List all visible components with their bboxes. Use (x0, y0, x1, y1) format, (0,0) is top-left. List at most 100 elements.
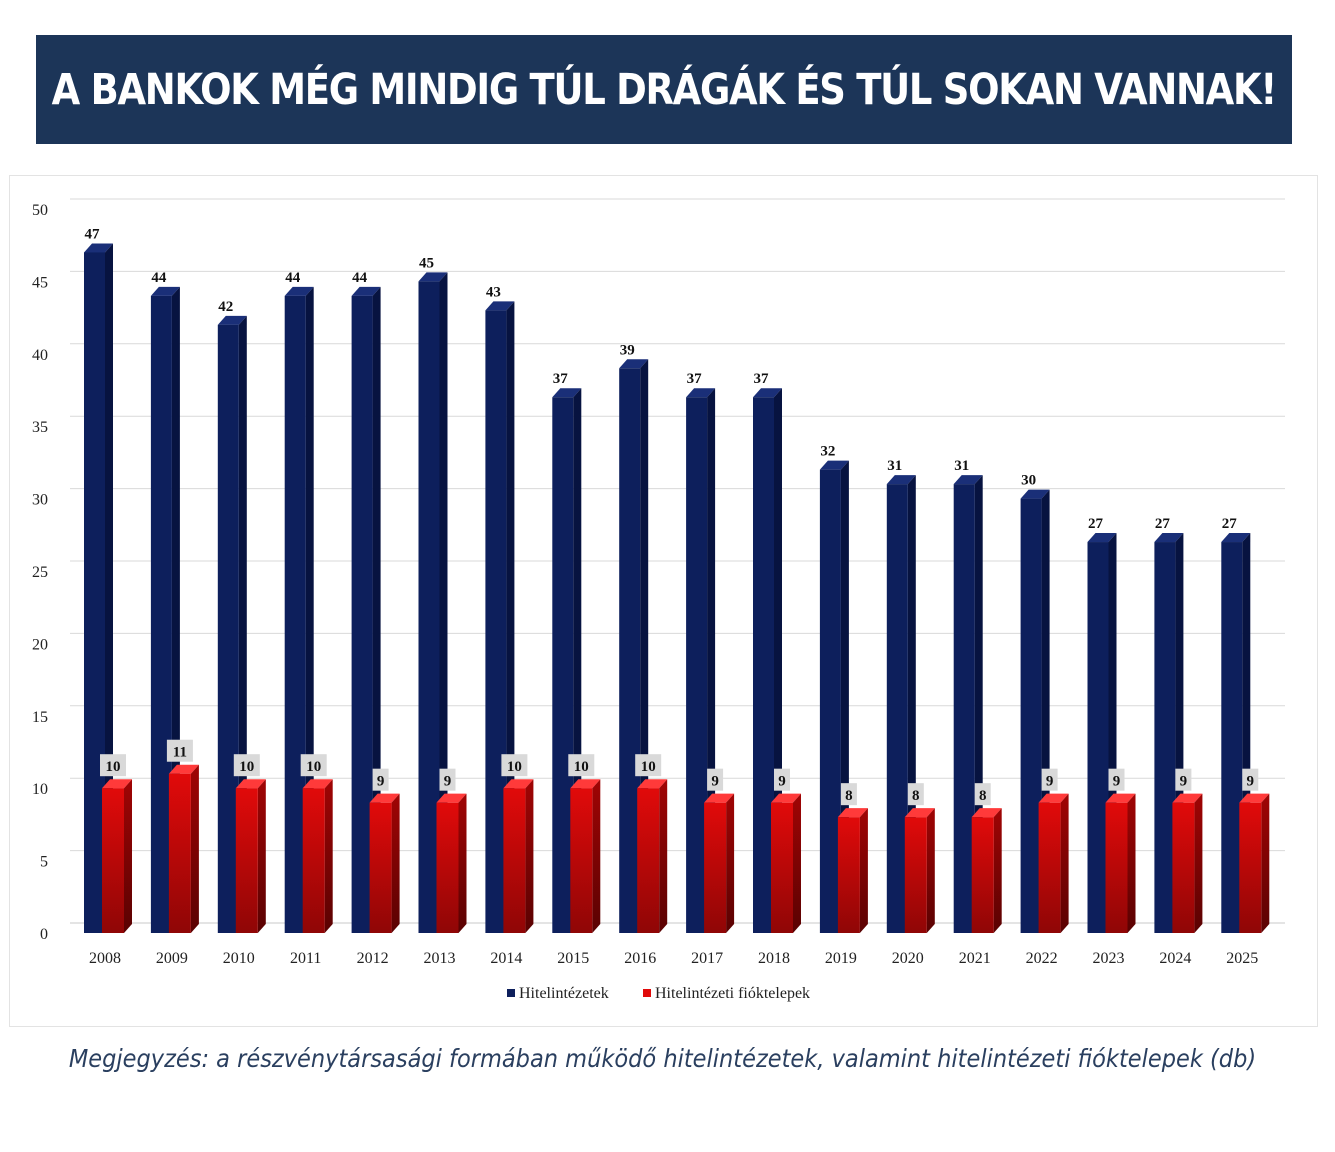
x-tick-label: 2011 (290, 950, 321, 967)
data-label-hitelintezetek: 47 (85, 226, 101, 242)
data-label-hitelintezetek: 37 (754, 371, 770, 387)
data-label-fioktelepek: 9 (778, 774, 786, 790)
data-label-fioktelepek: 9 (1180, 774, 1188, 790)
data-label-hitelintezetek: 37 (553, 371, 569, 387)
bar-fioktelepek-top (1239, 793, 1270, 803)
bar-fioktelepek-top (302, 779, 333, 789)
bar-fioktelepek (369, 802, 392, 933)
data-label-box (840, 783, 857, 806)
data-label-hitelintezetek: 37 (687, 371, 703, 387)
x-tick-label: 2008 (89, 950, 121, 967)
data-label-box (372, 768, 389, 791)
data-label-fioktelepek: 10 (106, 759, 121, 775)
legend-label-fioktelepek: Hitelintézeti fióktelepek (655, 985, 810, 1002)
data-label-box (707, 768, 724, 791)
x-tick-label: 2023 (1093, 950, 1125, 967)
x-tick-label: 2010 (223, 950, 255, 967)
bar-hitelintezetek-side (439, 272, 448, 933)
legend-swatch-hitelintezetek (507, 989, 515, 997)
bar-hitelintezetek-side (238, 315, 247, 934)
bar-hitelintezetek (686, 397, 708, 933)
bar-fioktelepek-side (391, 793, 400, 933)
data-label-fioktelepek: 10 (306, 759, 321, 775)
bar-fioktelepek-side (859, 808, 868, 933)
bar-fioktelepek-side (1127, 793, 1136, 933)
bar-fioktelepek-top (503, 779, 534, 789)
bar-hitelintezetek-top (1154, 533, 1184, 543)
bar-fioktelepek (1172, 802, 1195, 933)
y-tick-label: 50 (32, 202, 48, 219)
y-tick-label: 25 (32, 564, 48, 581)
bar-hitelintezetek (1154, 542, 1176, 933)
data-label-box (774, 768, 790, 791)
bar-hitelintezetek-top (284, 286, 314, 296)
data-label-box (635, 754, 662, 777)
bar-hitelintezetek-top (1020, 489, 1050, 499)
data-label-fioktelepek: 8 (979, 788, 987, 804)
data-label-hitelintezetek: 44 (285, 270, 301, 286)
page-title: A BANKOK MÉG MINDIG TÚL DRÁGÁK ÉS TÚL SO… (51, 64, 1278, 115)
bar-hitelintezetek (351, 295, 373, 933)
bar-hitelintezetek (886, 484, 908, 933)
data-label-box (501, 754, 528, 777)
x-tick-label: 2017 (691, 950, 723, 967)
bar-fioktelepek-side (793, 793, 801, 933)
bar-hitelintezetek (552, 397, 574, 933)
data-label-hitelintezetek: 42 (218, 299, 233, 315)
bar-hitelintezetek (619, 368, 641, 933)
bar-fioktelepek-top (771, 793, 801, 803)
x-tick-label: 2021 (959, 950, 991, 967)
bar-fioktelepek-side (726, 793, 735, 933)
bar-hitelintezetek (217, 324, 239, 934)
x-tick-label: 2016 (624, 950, 656, 967)
data-label-fioktelepek: 8 (845, 788, 853, 804)
bar-fioktelepek (168, 773, 191, 933)
bar-fioktelepek-top (1172, 793, 1203, 803)
bar-hitelintezetek-top (753, 388, 782, 398)
bar-fioktelepek-top (704, 793, 735, 803)
bar-fioktelepek-side (190, 764, 199, 933)
bar-fioktelepek-top (369, 793, 400, 803)
bar-fioktelepek (771, 802, 793, 933)
bar-fioktelepek-side (1261, 793, 1270, 933)
bar-fioktelepek-top (235, 779, 266, 789)
bar-hitelintezetek (1221, 542, 1243, 933)
bar-fioktelepek-top (904, 808, 935, 818)
bar-hitelintezetek (418, 281, 440, 933)
y-tick-label: 15 (32, 709, 48, 726)
bar-fioktelepek (302, 788, 325, 933)
data-label-fioktelepek: 10 (574, 759, 589, 775)
data-label-box (1242, 768, 1259, 791)
y-tick-label: 10 (32, 781, 48, 798)
bar-fioktelepek-side (458, 793, 467, 933)
x-tick-label: 2013 (424, 950, 456, 967)
x-tick-label: 2012 (357, 950, 389, 967)
data-label-fioktelepek: 9 (377, 774, 385, 790)
bar-fioktelepek (704, 802, 727, 933)
data-label-fioktelepek: 9 (1247, 774, 1255, 790)
data-label-box (974, 783, 991, 806)
bar-fioktelepek-side (124, 779, 132, 933)
bar-fioktelepek-top (637, 779, 668, 789)
bar-fioktelepek (1038, 802, 1061, 933)
data-label-hitelintezetek: 44 (352, 270, 368, 286)
data-label-box (233, 754, 260, 777)
data-label-box (1175, 768, 1192, 791)
bar-hitelintezetek-top (886, 475, 916, 485)
data-label-fioktelepek: 9 (711, 774, 719, 790)
data-label-box (1108, 768, 1125, 791)
bar-fioktelepek (436, 802, 459, 933)
legend-label-hitelintezetek: Hitelintézetek (519, 985, 609, 1002)
x-tick-label: 2022 (1026, 950, 1058, 967)
bar-hitelintezetek-top (953, 475, 983, 485)
bar-fioktelepek (570, 788, 593, 933)
bar-fioktelepek-side (324, 779, 333, 933)
data-label-box (300, 754, 327, 777)
bar-fioktelepek-side (1060, 793, 1069, 933)
bar-hitelintezetek (953, 484, 975, 933)
y-tick-label: 0 (40, 926, 48, 943)
bar-hitelintezetek (485, 310, 507, 933)
data-label-hitelintezetek: 32 (820, 444, 835, 460)
bar-fioktelepek-side (1194, 793, 1203, 933)
bar-fioktelepek-side (525, 779, 534, 933)
